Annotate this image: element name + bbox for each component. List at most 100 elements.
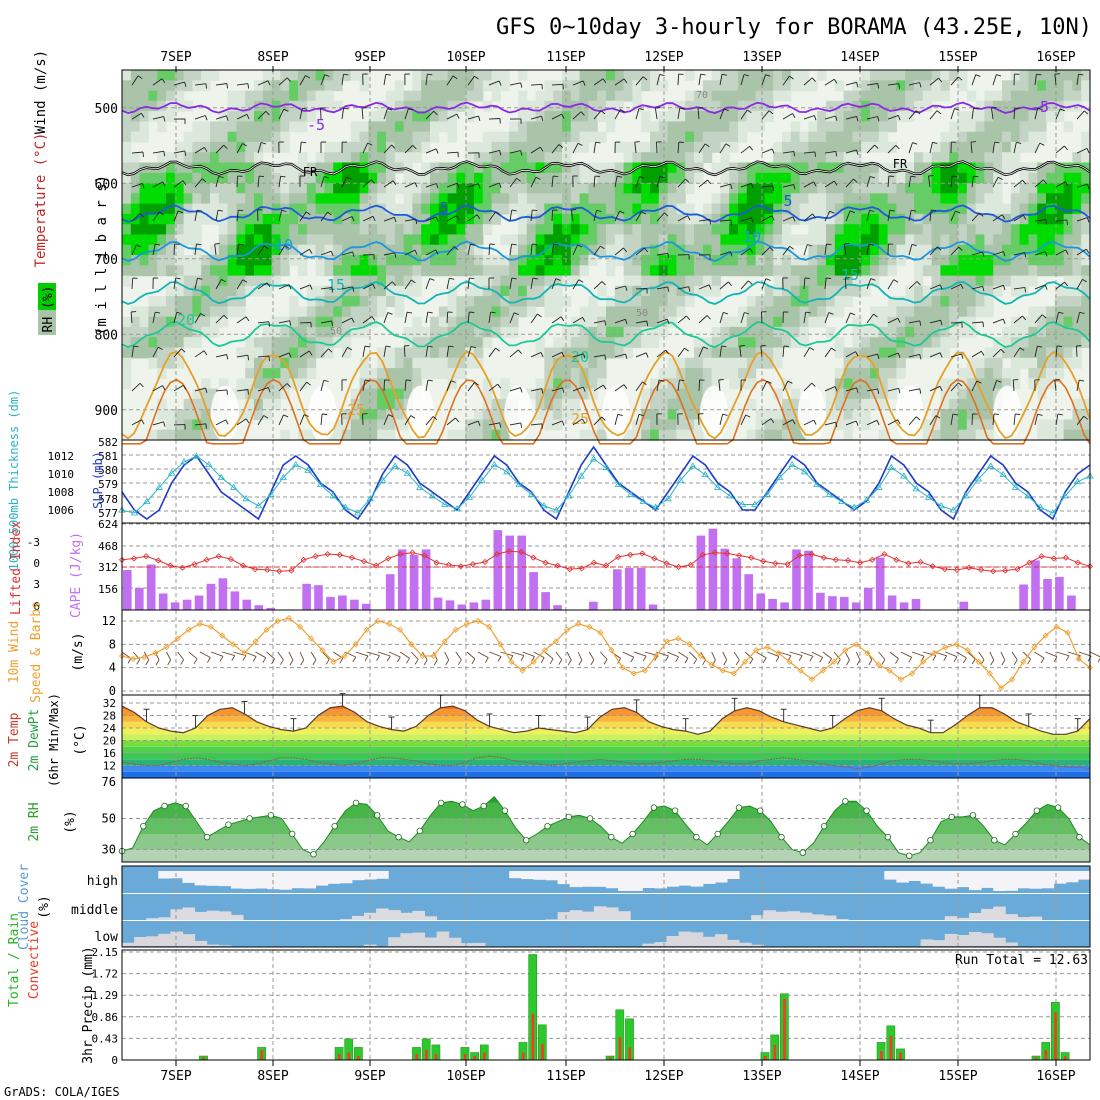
thickness-point-6 — [192, 452, 201, 459]
rh-cell-86-15 — [878, 224, 889, 236]
rh-cell-58-25 — [632, 326, 642, 338]
rh-cell-73-4 — [764, 111, 774, 122]
rh-cell-79-11 — [817, 183, 827, 194]
wind-barb-flag-14-2 — [435, 148, 439, 154]
wind-barb-flag-34-4 — [849, 210, 855, 214]
rh-cell-83-27 — [852, 347, 862, 359]
wind10m-barb-flag-48 — [665, 655, 669, 662]
wind-barb-31-6 — [782, 277, 788, 289]
thickness-point-2 — [143, 497, 151, 505]
wind-barb-35-3 — [866, 176, 876, 188]
rh-cell-50-1 — [562, 80, 572, 92]
wind-barb-shaft-40-10 — [971, 413, 973, 425]
rh-cell-76-20 — [790, 275, 801, 287]
wind-barb-7-6 — [278, 284, 292, 290]
li-point-14 — [288, 567, 295, 574]
rh-cell-57-9 — [623, 162, 633, 174]
rh-cell-84-12 — [861, 193, 871, 205]
rh-cell-28-8 — [368, 152, 378, 164]
wind10m-barb-37 — [533, 651, 545, 658]
wind-barb-flag-34-9 — [856, 387, 859, 393]
rh-cell-79-24 — [817, 316, 827, 328]
wind-barb-flag-7-4 — [281, 209, 287, 212]
li-point-19 — [348, 554, 355, 561]
rh-cell-100-5 — [1002, 121, 1012, 133]
wind-barb-37-7 — [908, 320, 922, 326]
rh-cell-93-7 — [940, 141, 950, 153]
rh-cell-18-2 — [280, 90, 290, 102]
rh-cell-33-24 — [412, 316, 422, 328]
rh-cell-9-0 — [201, 70, 211, 81]
rh-cell-85-20 — [870, 275, 880, 287]
wind-barb-shaft-27-2 — [698, 143, 706, 154]
wind-barb-flag-38-4 — [931, 209, 937, 212]
rh-cell-21-23 — [306, 306, 317, 318]
rh-cell-98-32 — [984, 398, 994, 410]
rh-cell-104-16 — [1037, 234, 1047, 246]
wind-barb-shaft-0-7 — [130, 311, 133, 323]
rh-cell-31-30 — [394, 378, 405, 390]
wind-barb-shaft-10-3 — [341, 176, 348, 188]
rh-cell-51-19 — [570, 265, 581, 277]
rh-cell-87-22 — [887, 296, 897, 307]
rh-cell-59-15 — [641, 224, 651, 236]
wind-barb-shaft-30-0 — [761, 74, 766, 86]
rh-cell-43-10 — [500, 172, 510, 184]
rh-cell-8-24 — [192, 316, 202, 328]
rh-cell-28-5 — [368, 121, 378, 133]
rh-cell-101-12 — [1010, 193, 1021, 205]
rh-cell-48-33 — [544, 409, 554, 421]
rh-cell-45-11 — [518, 183, 528, 194]
wind-barb-flag-44-9 — [1054, 378, 1060, 381]
wind-barb-flag-3-5 — [196, 243, 202, 246]
rh-cell-39-3 — [465, 100, 475, 112]
wind-barb-flag-14-4 — [435, 216, 439, 222]
wind-barb-shaft-7-9 — [278, 383, 288, 392]
rh-cell-84-30 — [861, 378, 871, 390]
wind-barb-44-9 — [1054, 378, 1060, 391]
rh-cell-65-2 — [694, 90, 704, 102]
wind-barb-flag-15-6 — [449, 277, 455, 280]
thickness-point-21 — [378, 476, 387, 483]
wind-barb-shaft-45-1 — [1076, 110, 1085, 120]
rh-cell-15-29 — [254, 368, 264, 379]
rh-cell-39-4 — [465, 111, 475, 122]
wind10m-barb-flag-11 — [252, 656, 257, 662]
thickness-point-74 — [1036, 503, 1045, 510]
rh-cell-76-25 — [790, 326, 801, 338]
wind-barb-shaft-33-7 — [824, 312, 830, 324]
rh-cell-8-16 — [192, 234, 202, 246]
rh-cell-18-6 — [280, 131, 290, 143]
rh-cell-17-31 — [271, 388, 281, 400]
wind-barb-flag-37-2 — [912, 142, 918, 145]
wind-barb-flag-37-10 — [916, 416, 921, 421]
rh-cell-109-23 — [1081, 306, 1091, 318]
rh-cell-62-23 — [667, 306, 677, 318]
li-point-46 — [675, 563, 682, 571]
wind-barb-40-0 — [971, 74, 981, 86]
rh-cell-108-35 — [1072, 429, 1082, 441]
wind-barb-flag-34-2 — [856, 149, 859, 155]
rh-cell-5-25 — [166, 326, 176, 338]
wind-barb-26-6 — [677, 286, 691, 292]
rh-cell-53-25 — [588, 326, 598, 338]
rh-cell-7-13 — [183, 203, 193, 215]
rh-cell-92-7 — [931, 141, 941, 153]
rh-cell-34-13 — [421, 203, 431, 215]
wind-barb-shaft-15-3 — [446, 182, 458, 188]
rh-cell-9-25 — [201, 326, 211, 338]
rh-cell-87-31 — [887, 388, 897, 400]
rh-cell-8-35 — [192, 429, 202, 441]
rh-cell-51-31 — [570, 388, 581, 400]
wind-barb-flag-10-5 — [352, 251, 355, 257]
rh-cell-92-14 — [931, 213, 941, 225]
wind-barb-11-5 — [362, 254, 375, 260]
wind10m-barb-26 — [410, 651, 419, 660]
rh-cell-85-27 — [870, 347, 880, 359]
rh-cell-10-25 — [210, 326, 220, 338]
li-point-59 — [832, 556, 839, 563]
wind-barb-9-4 — [320, 211, 332, 222]
wind-barb-21-10 — [572, 418, 586, 426]
rh-cell-37-3 — [447, 100, 457, 112]
rh-cell-109-1 — [1081, 80, 1091, 92]
